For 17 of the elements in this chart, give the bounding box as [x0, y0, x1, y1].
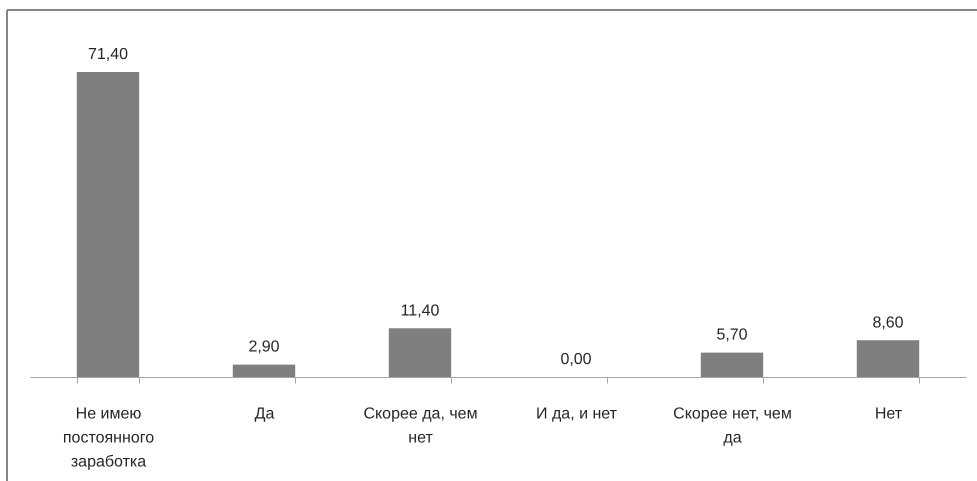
x-tick-label: Не имею постоянного заработка: [62, 406, 154, 470]
data-label: 71,40: [88, 46, 128, 63]
bar: [232, 364, 296, 377]
data-label: 5,70: [716, 326, 748, 344]
data-label: 2,90: [248, 338, 280, 356]
x-tick-label: Нет: [874, 406, 903, 422]
x-tick-label: Скорее да, чем нет: [363, 406, 478, 446]
bar: [388, 328, 452, 377]
bar: [856, 340, 920, 377]
x-tick-label: И да, и нет: [536, 406, 618, 422]
bar: [700, 352, 764, 377]
data-label: 0,00: [560, 351, 592, 368]
data-label: 8,60: [872, 314, 904, 332]
bar: [76, 72, 140, 377]
x-tick-label: Скорее нет, чем да: [673, 406, 792, 446]
x-tick-label: Да: [254, 406, 274, 422]
data-label: 11,40: [400, 302, 440, 320]
